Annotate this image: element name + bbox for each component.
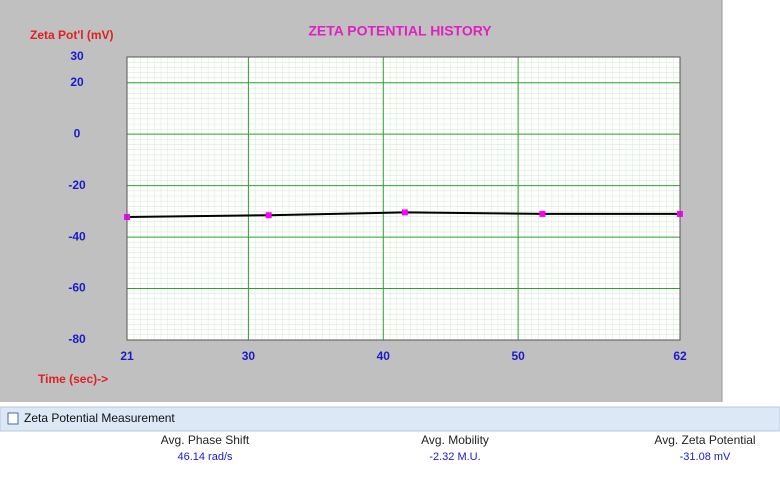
field-label: Avg. Phase Shift	[161, 433, 250, 447]
x-tick-label: 30	[242, 349, 256, 363]
y-tick-label: 0	[74, 126, 81, 140]
y-tick-label: 30	[70, 49, 84, 63]
field-value: -31.08 mV	[680, 451, 731, 463]
data-point	[539, 210, 546, 217]
data-point	[265, 212, 272, 219]
panel-title: Zeta Potential Measurement	[24, 411, 175, 425]
y-tick-label: -20	[68, 178, 86, 192]
minor-grid	[127, 57, 680, 340]
panel-icon	[7, 412, 19, 425]
x-tick-label: 40	[377, 349, 391, 363]
y-tick-label: 20	[70, 75, 84, 89]
data-point	[401, 209, 408, 216]
x-tick-label: 21	[120, 349, 134, 363]
chart-title: ZETA POTENTIAL HISTORY	[308, 23, 492, 39]
field-label: Avg. Zeta Potential	[654, 433, 755, 447]
y-axis-label: Zeta Pot'l (mV)	[30, 28, 114, 42]
x-axis-label: Time (sec)->	[38, 372, 108, 386]
y-tick-label: -80	[68, 332, 86, 346]
field-value: -2.32 M.U.	[429, 451, 480, 463]
panel-titlebar	[0, 406, 780, 432]
field-label: Avg. Mobility	[421, 433, 489, 447]
y-tick-label: -60	[68, 281, 86, 295]
y-tick-label: -40	[68, 229, 86, 243]
plot-frame	[126, 56, 681, 341]
x-tick-label: 62	[673, 349, 687, 363]
field-value: 46.14 rad/s	[177, 451, 233, 463]
x-tick-label: 50	[511, 349, 525, 363]
